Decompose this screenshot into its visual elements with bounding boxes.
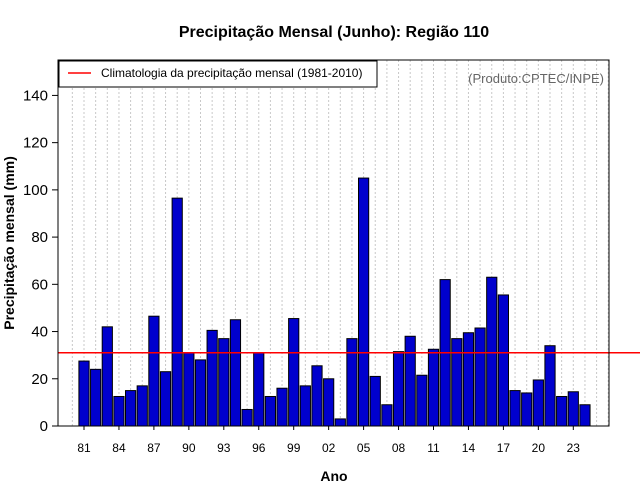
x-tick-label: 90 <box>182 441 196 455</box>
x-tick-label: 99 <box>287 441 301 455</box>
legend-climatology-label: Climatologia da precipitação mensal (198… <box>101 66 362 80</box>
y-tick-label: 140 <box>23 87 48 104</box>
x-tick-label: 20 <box>532 441 546 455</box>
x-tick-label: 81 <box>77 441 91 455</box>
plot-frame <box>57 59 610 427</box>
bar-81 <box>78 360 90 427</box>
bar-95 <box>241 408 253 427</box>
x-tick-label: 87 <box>147 441 161 455</box>
x-tick-label: 02 <box>322 441 336 455</box>
bar-18 <box>509 390 521 427</box>
bar-99 <box>288 318 300 427</box>
bar-89 <box>171 197 183 427</box>
bar-88 <box>159 371 172 427</box>
bar-05 <box>358 177 370 427</box>
y-tick-label: 80 <box>31 229 48 246</box>
y-tick-label: 60 <box>31 276 48 293</box>
x-tick-label: 05 <box>357 441 371 455</box>
bar-85 <box>125 390 137 427</box>
y-axis-title: Precipitação mensal (mm) <box>1 156 17 330</box>
x-tick-label: 11 <box>427 441 440 455</box>
x-tick-label: 08 <box>392 441 406 455</box>
bar-04 <box>346 338 358 427</box>
bar-15 <box>474 327 486 427</box>
bar-83 <box>101 326 113 427</box>
x-tick-label: 84 <box>112 441 126 455</box>
bar-86 <box>136 385 148 427</box>
bar-92 <box>206 329 218 427</box>
bar-98 <box>276 387 288 427</box>
bar-06 <box>369 375 381 427</box>
bar-90 <box>183 352 195 427</box>
x-tick-label: 17 <box>497 441 511 455</box>
y-tick-label: 40 <box>31 324 48 341</box>
bar-82 <box>90 368 102 427</box>
y-axis: 0 20 40 60 80 100 120 140 <box>23 87 58 435</box>
bar-93 <box>218 338 230 427</box>
bar-21 <box>544 345 556 427</box>
y-tick-label: 20 <box>31 371 48 388</box>
chart-title: Precipitação Mensal (Junho): Região 110 <box>179 24 489 41</box>
bar-00 <box>299 385 311 427</box>
x-tick-label: 23 <box>567 441 581 455</box>
bar-94 <box>229 319 242 427</box>
bar-20 <box>532 379 544 427</box>
x-tick-label: 96 <box>252 441 266 455</box>
bar-01 <box>311 365 323 427</box>
x-axis-title: Ano <box>320 468 347 484</box>
bar-14 <box>462 332 475 427</box>
bar-02 <box>323 378 335 427</box>
bar-11 <box>427 348 440 427</box>
bar-10 <box>416 374 428 427</box>
bar-23 <box>567 391 579 427</box>
bar-24 <box>579 404 591 427</box>
y-tick-label: 0 <box>40 418 48 435</box>
bar-07 <box>381 404 393 427</box>
bars <box>78 177 591 427</box>
x-axis: 81 84 87 90 93 96 99 02 05 08 11 14 17 20 23 <box>77 426 580 455</box>
bar-84 <box>113 395 125 427</box>
bar-19 <box>521 392 533 427</box>
bar-16 <box>486 276 498 427</box>
bar-97 <box>264 395 276 427</box>
y-tick-label: 100 <box>23 182 48 199</box>
bar-87 <box>148 315 160 427</box>
x-tick-label: 14 <box>462 441 476 455</box>
y-tick-label: 120 <box>23 135 48 152</box>
bar-17 <box>497 294 509 427</box>
bar-96 <box>253 352 265 427</box>
bar-08 <box>392 351 405 427</box>
bar-13 <box>451 338 463 427</box>
bar-91 <box>194 359 207 427</box>
bar-22 <box>556 395 568 427</box>
x-tick-label: 93 <box>217 441 231 455</box>
legend-box <box>58 60 378 88</box>
bar-03 <box>334 418 346 427</box>
legend: Climatologia da precipitação mensal (198… <box>58 60 378 88</box>
credit-text: (Produto:CPTEC/INPE) <box>468 71 604 86</box>
bar-09 <box>404 335 416 427</box>
